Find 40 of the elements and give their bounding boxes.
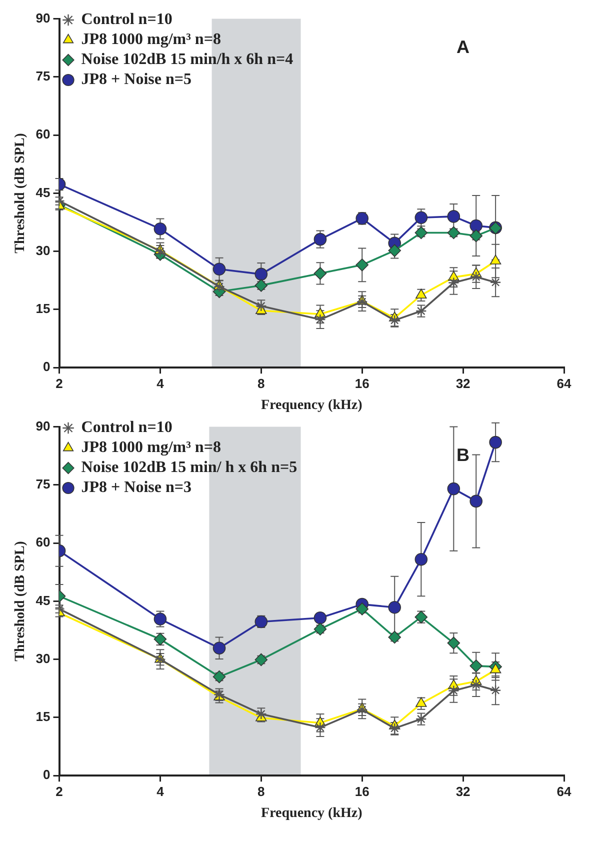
x-axis-title: Frequency (kHz) (261, 806, 363, 822)
x-tick-label: 16 (354, 784, 370, 799)
text: B (456, 444, 470, 465)
y-tick-label: 0 (43, 767, 50, 782)
y-tick-label: 15 (36, 301, 50, 316)
text: A (456, 36, 470, 57)
y-tick-label: 45 (36, 184, 50, 200)
legend-label: JP8 + Noise n=5 (81, 71, 192, 88)
x-tick-label: 2 (56, 376, 63, 391)
y-tick-label: 45 (36, 592, 50, 608)
y-tick-label: 0 (43, 359, 50, 374)
x-tick-label: 16 (354, 376, 370, 391)
y-axis-title: Threshold (dB SPL) (13, 132, 28, 254)
y-tick-label: 75 (36, 476, 50, 492)
x-tick-label: 8 (258, 376, 265, 391)
y-tick-label: 90 (36, 10, 50, 26)
x-tick-label: 4 (156, 784, 165, 799)
x-tick-label: 8 (258, 784, 265, 799)
x-tick-label: 32 (456, 376, 470, 391)
legend-label: JP8 + Noise n=3 (81, 479, 192, 496)
x-tick-label: 64 (556, 376, 572, 391)
y-tick-label: 30 (36, 650, 50, 666)
y-tick-label: 90 (36, 418, 50, 434)
legend-label: Noise 102dB 15 min/ h x 6h n=5 (81, 459, 298, 476)
x-tick-label: 64 (556, 784, 572, 799)
legend-label: Control n=10 (81, 419, 172, 436)
legend-label: Control n=10 (81, 11, 172, 28)
y-tick-label: 15 (36, 709, 50, 724)
legend-label: JP8 1000 mg/m³ n=8 (81, 439, 221, 456)
legend-label: Noise 102dB 15 min/h x 6h n=4 (81, 51, 294, 68)
legend-label: JP8 1000 mg/m³ n=8 (81, 31, 221, 48)
y-axis-title: Threshold (dB SPL) (13, 540, 28, 662)
x-tick-label: 32 (456, 784, 470, 799)
y-tick-label: 75 (36, 68, 50, 84)
x-tick-label: 4 (156, 376, 165, 391)
x-axis-title: Frequency (kHz) (261, 398, 363, 414)
y-tick-label: 30 (36, 242, 50, 258)
y-tick-label: 60 (36, 126, 50, 142)
y-tick-label: 60 (36, 534, 50, 550)
x-tick-label: 2 (56, 784, 63, 799)
